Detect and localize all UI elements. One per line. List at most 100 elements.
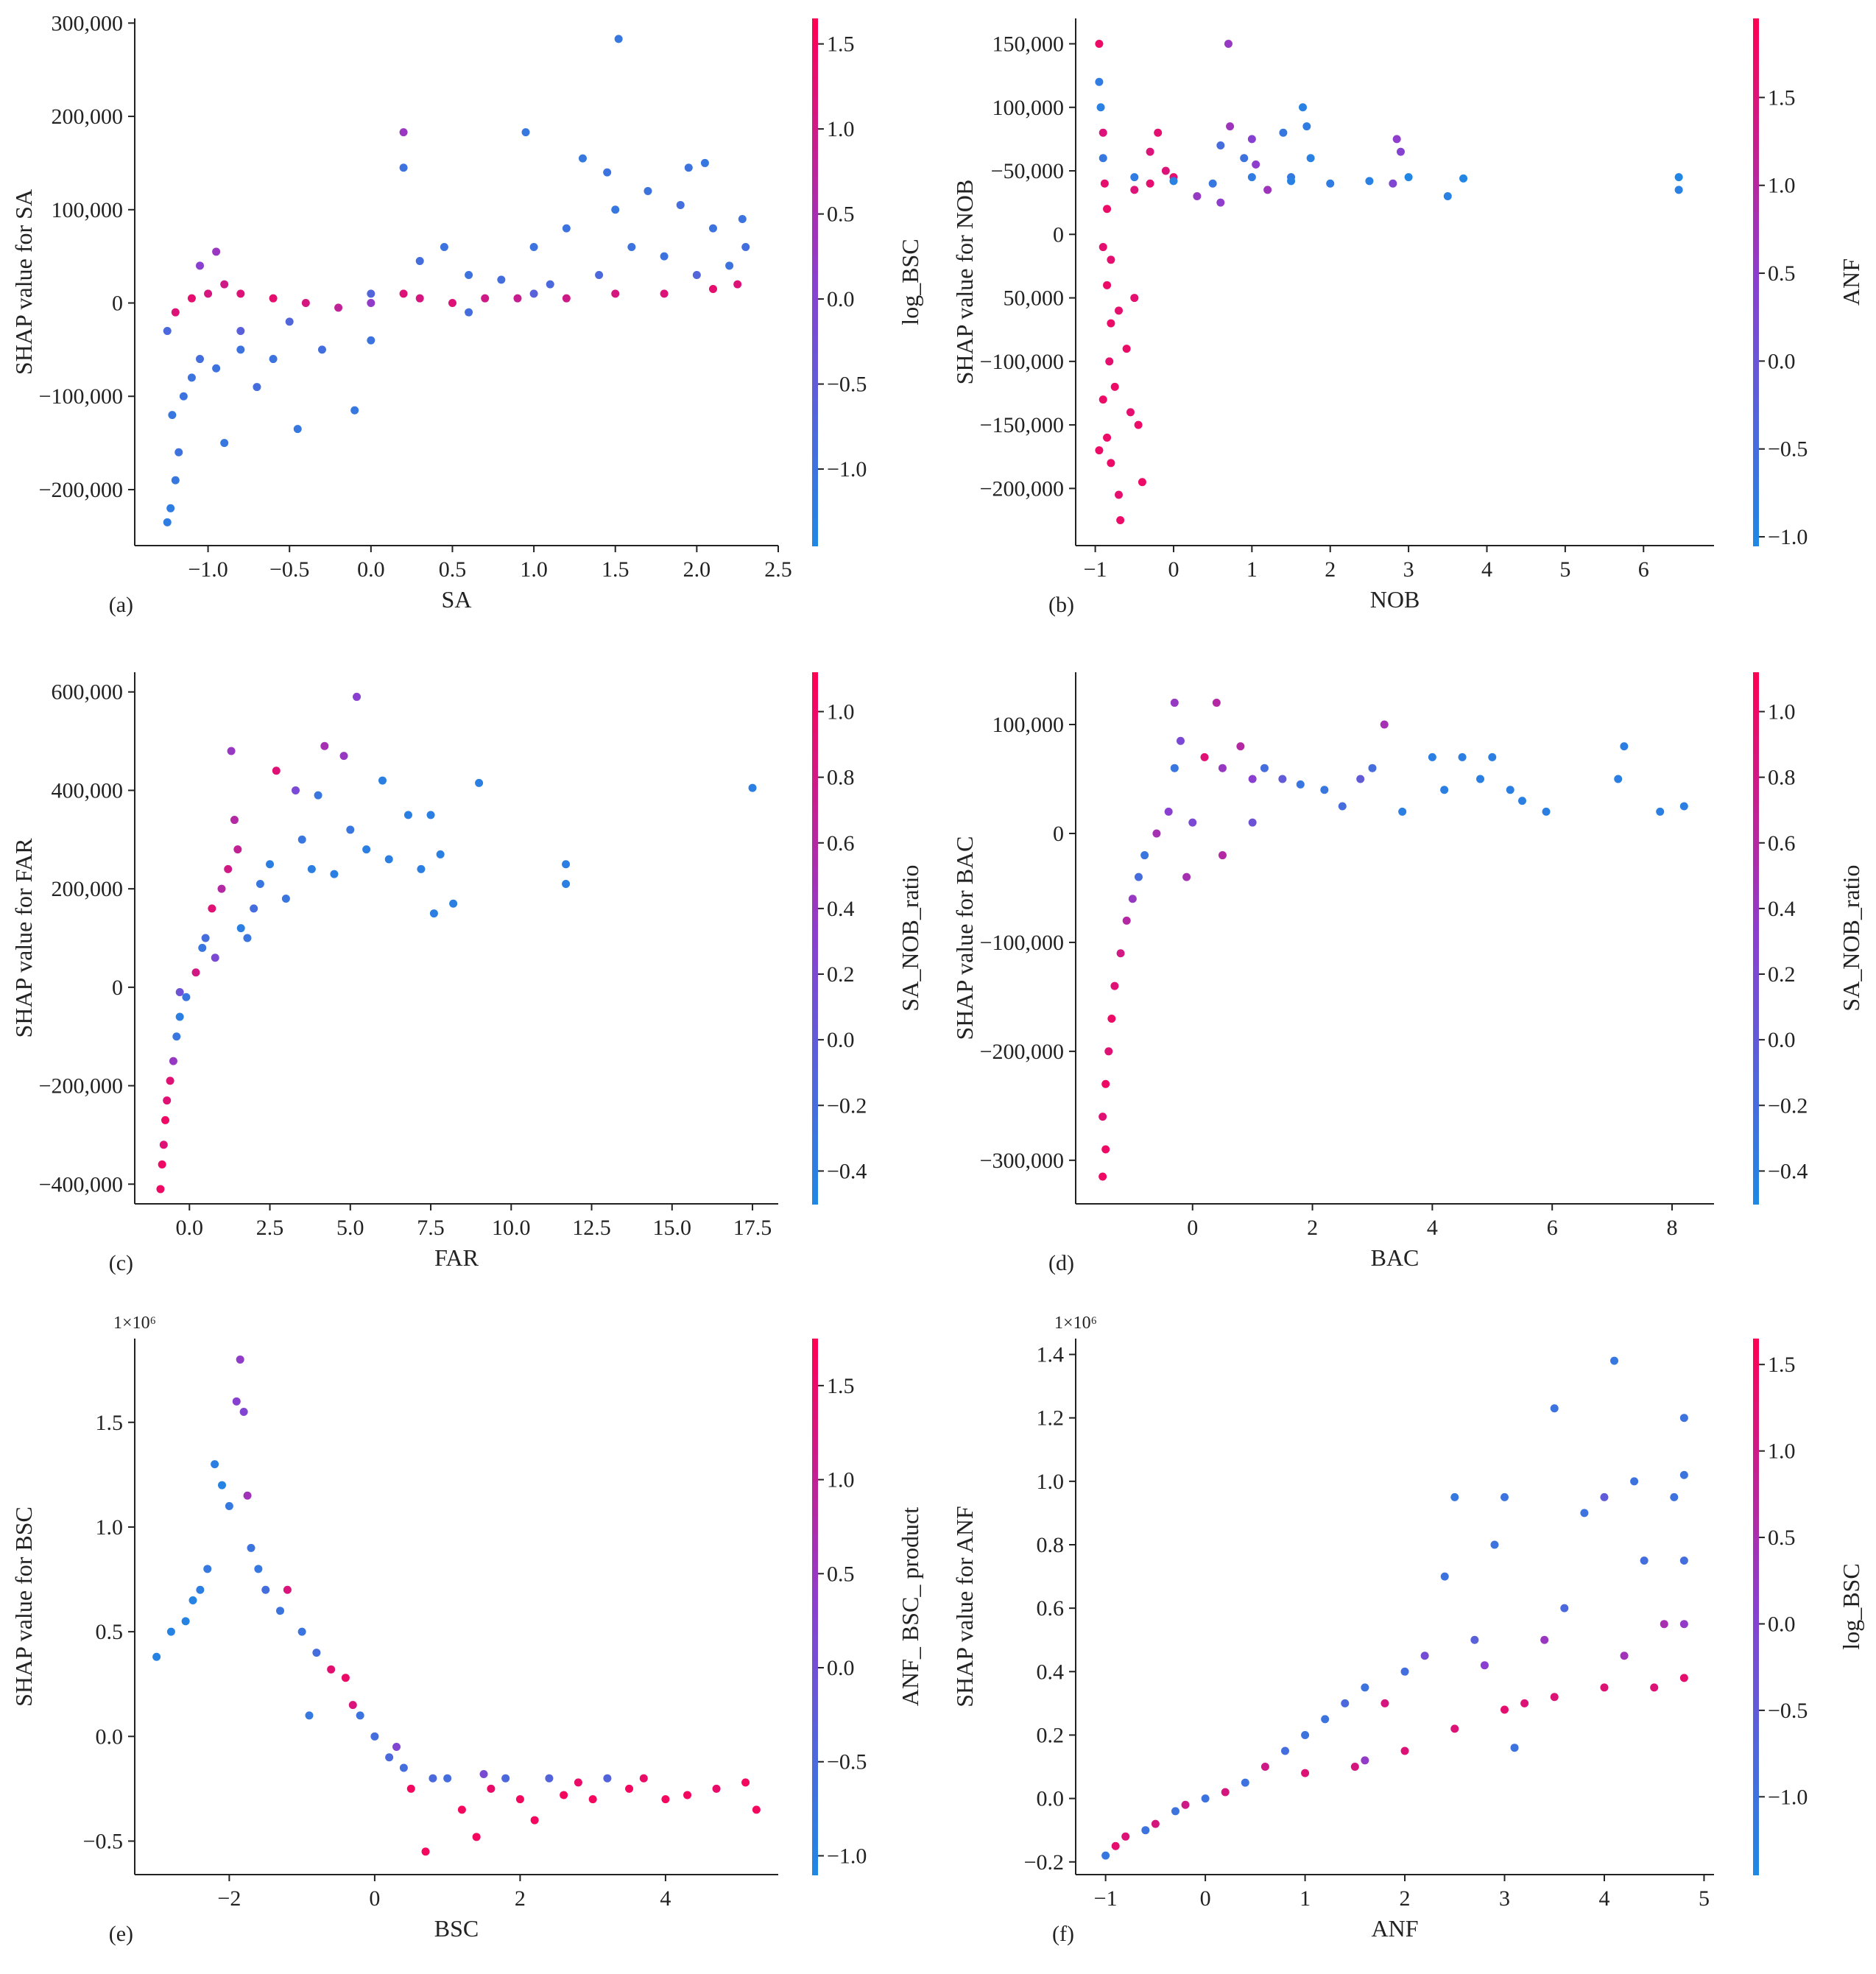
data-point [1110,382,1119,391]
data-point [1440,1572,1449,1581]
colorbar-segment [812,1000,818,1010]
colorbar-segment [812,238,818,248]
data-point [179,392,188,401]
data-point [1221,1788,1230,1797]
colorbar-segment [812,831,818,842]
data-point [465,308,473,317]
data-point [1115,306,1124,315]
colorbar-segment [812,343,818,353]
data-point [1095,77,1104,86]
colorbar-segment [812,1597,818,1607]
data-point [1200,752,1209,761]
data-point [172,1032,181,1041]
data-point [479,1770,488,1778]
data-point [417,864,426,873]
data-point [1301,1730,1310,1739]
colorbar-segment [812,202,818,213]
colorbar-segment [812,484,818,494]
colorbar-segment [1753,1713,1759,1724]
data-point [203,1565,212,1573]
data-point [733,280,742,289]
data-point [367,299,375,308]
colorbar-tick-label: 1.5 [1768,1353,1796,1377]
colorbar-segment [812,805,818,815]
colorbar-segment [812,1534,818,1545]
colorbar-segment [1753,787,1759,797]
colorbar-segment [1753,1660,1759,1670]
colorbar-segment [812,1562,818,1572]
colorbar-segment [1753,805,1759,815]
x-tick-label: 8 [1667,1216,1678,1240]
colorbar-segment [812,902,818,912]
colorbar-segment [812,1802,818,1813]
colorbar-segment [1753,1374,1759,1384]
colorbar-segment [812,1526,818,1536]
data-point [1110,981,1119,990]
colorbar-segment [1753,1097,1759,1107]
colorbar-tick-label: 1.0 [827,699,855,724]
colorbar-segment [812,325,818,336]
colorbar-tick-label: −1.0 [1768,525,1808,549]
colorbar-segment [1753,440,1759,450]
data-point [283,1585,292,1594]
colorbar-segment [812,743,818,753]
data-point [384,855,393,864]
data-point [660,289,669,298]
y-axis-label: SHAP value for BAC [951,836,978,1040]
colorbar-tick-label: 1.5 [827,32,855,57]
colorbar: −1.0 −0.5 0.0 0.5 1.0 1.5 log_BSC [1753,1339,1864,1875]
colorbar-tick-label: 1.0 [1768,1439,1796,1464]
data-point [314,791,322,800]
colorbar-segment [1753,387,1759,398]
colorbar-segment [812,1356,818,1367]
data-point [562,860,571,869]
colorbar-segment [1753,1481,1759,1492]
data-point [399,289,408,298]
colorbar-segment [812,1633,818,1643]
x-tick-label: −2 [217,1886,241,1911]
colorbar-segment [812,1642,818,1652]
colorbar-segment [812,35,818,46]
y-tick-label: 0.5 [96,1620,124,1644]
colorbar-segment [1753,361,1759,371]
data-point [1140,851,1149,860]
colorbar-segment [1753,778,1759,789]
colorbar-segment [812,716,818,727]
colorbar-segment [812,1079,818,1090]
colorbar-segment [812,1722,818,1732]
colorbar-segment [812,1856,818,1867]
data-point [1501,1492,1509,1501]
data-point [1420,1652,1429,1660]
colorbar-segment [1753,1749,1759,1760]
colorbar-segment [1753,414,1759,423]
data-point [1116,949,1125,958]
colorbar-segment [812,1847,818,1858]
colorbar-segment [812,1383,818,1393]
colorbar-segment [1753,1615,1759,1626]
data-point [362,845,371,854]
colorbar-label: ANF [1838,258,1864,306]
panel-c: 0.0 2.5 5.0 7.5 10.0 12.5 15.0 17.5 −400,000 −200… [10,672,923,1275]
data-point [611,289,620,298]
colorbar-segment [1753,1141,1759,1152]
colorbar-segment [1753,858,1759,868]
data-point [348,1701,357,1710]
colorbar-segment [1753,185,1759,195]
data-point [293,425,302,434]
colorbar-segment [812,528,818,538]
colorbar-segment [1753,1419,1759,1429]
colorbar-segment [812,1749,818,1760]
y-tick-label: 200,000 [52,105,124,129]
data-point [1115,490,1124,499]
panel-label: (e) [109,1922,133,1946]
data-point [1240,154,1249,163]
colorbar-label: SA_NOB_ratio [1838,864,1864,1011]
colorbar-segment [1753,378,1759,389]
colorbar: −1.0 −0.5 0.0 0.5 1.0 1.5 ANF_ BSC_ product [812,1339,923,1875]
data-point [1398,807,1407,816]
y-tick-label: 1.5 [96,1411,124,1435]
colorbar-tick-label: −0.2 [827,1093,867,1118]
data-point [700,158,709,167]
colorbar-segment [1753,1499,1759,1509]
y-tick-label: 50,000 [1004,286,1065,311]
